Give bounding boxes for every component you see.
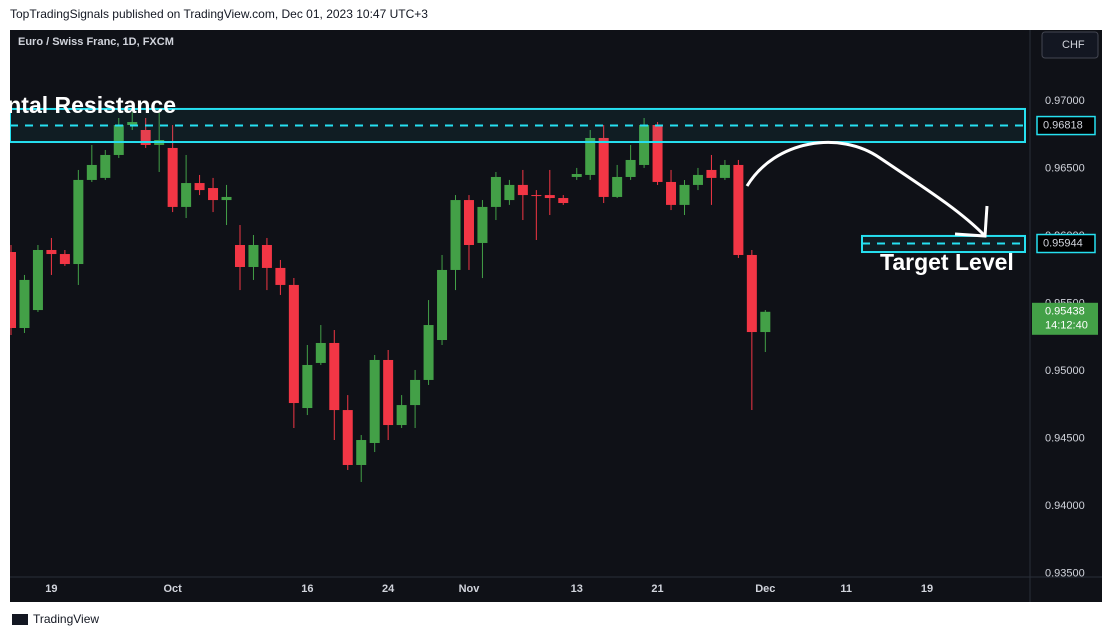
y-tick-label: 0.94000 [1045, 500, 1085, 512]
candle-body [437, 269, 448, 341]
candle-body [558, 198, 569, 204]
candle-body [73, 179, 84, 265]
candle-body [10, 252, 16, 328]
candle-body [86, 164, 97, 180]
candle-body [477, 206, 488, 243]
candle-body [423, 325, 434, 380]
candle-body [639, 125, 650, 165]
y-tick-label: 0.95000 [1045, 365, 1085, 377]
x-tick-label: 19 [921, 583, 933, 595]
last-price-box [1032, 302, 1098, 335]
symbol-title: Euro / Swiss Franc, 1D, FXCM [18, 36, 174, 48]
candle-body [342, 410, 353, 465]
candle-body [19, 279, 30, 328]
candle-body [100, 154, 111, 178]
zone-label: Horizontal Resistance [0, 92, 176, 118]
x-tick-label: 21 [651, 583, 663, 595]
candle-body [612, 176, 623, 197]
candle-body [692, 174, 703, 185]
candle-body [288, 284, 299, 404]
bar-countdown: 14:12:40 [1045, 320, 1088, 332]
candle-body [46, 249, 57, 255]
brand-name: TradingView [33, 612, 99, 626]
candle-body [302, 364, 313, 409]
candle-body [463, 200, 474, 245]
candle-body [679, 184, 690, 205]
time-axis: 19 Oct 16 24 Nov 13 21 Dec 11 19 [45, 583, 933, 595]
candle-body [733, 164, 744, 255]
candle-body [32, 249, 43, 311]
candle-body [410, 379, 421, 406]
candle-body [208, 188, 219, 201]
candle-body [221, 196, 232, 201]
zone-price-label: 0.96818 [1043, 119, 1083, 131]
candle-body [531, 195, 542, 197]
zone-label: Target Level [880, 249, 1014, 275]
arrow-head [954, 205, 989, 238]
x-tick-label: 13 [571, 583, 583, 595]
candle-body [719, 164, 730, 178]
candle-body [140, 130, 151, 145]
zone-price-box [1036, 115, 1096, 136]
candle-body [760, 311, 771, 333]
candle-body [517, 184, 528, 196]
currency-label[interactable]: CHF [1062, 39, 1085, 51]
candle-body [585, 137, 596, 175]
candle-body [181, 183, 192, 207]
x-tick-label: Nov [459, 583, 481, 595]
candle-body [490, 176, 501, 207]
candle-body [396, 405, 407, 426]
candle-body [275, 267, 286, 285]
candle-body [234, 244, 245, 267]
x-tick-label: 24 [382, 583, 395, 595]
candle-body [167, 147, 178, 207]
candle-body [356, 440, 367, 465]
plot: Horizontal Resistance Target Level [0, 92, 1026, 482]
candle-body [127, 122, 138, 126]
candle-body [315, 342, 326, 363]
candle-body [369, 359, 380, 443]
candle-body [113, 125, 124, 155]
candle-body [383, 359, 394, 426]
y-tick-label: 0.94500 [1045, 432, 1085, 444]
x-tick-label: Dec [755, 583, 775, 595]
price-axis: 0.935000.940000.945000.950000.955000.960… [1032, 95, 1098, 579]
zone-price-box [1036, 233, 1096, 254]
candle-body [598, 137, 609, 197]
candle-body [652, 125, 663, 182]
candle-body [194, 183, 205, 191]
candle-body [59, 254, 70, 265]
candle-body [261, 244, 272, 268]
y-tick-label: 0.97000 [1045, 95, 1085, 107]
candle-body [746, 254, 757, 333]
x-tick-label: 16 [301, 583, 313, 595]
x-tick-label: Oct [163, 583, 182, 595]
candle-body [706, 169, 717, 178]
x-tick-label: 11 [840, 583, 852, 595]
candle-body [571, 174, 582, 177]
y-tick-label: 0.93500 [1045, 567, 1085, 579]
projection-arrow [745, 140, 987, 238]
zone-price-label: 0.95944 [1043, 237, 1083, 249]
publish-note: TopTradingSignals published on TradingVi… [10, 7, 428, 21]
candle-body [544, 195, 555, 199]
candle-body [248, 244, 259, 267]
candle-body [666, 181, 677, 205]
y-tick-label: 0.96500 [1045, 162, 1085, 174]
candle-body [504, 184, 515, 201]
currency-button[interactable] [1041, 31, 1099, 59]
candle-body [450, 200, 461, 270]
candle-body [329, 342, 340, 411]
x-tick-label: 19 [45, 583, 57, 595]
brand-logo [12, 614, 28, 625]
last-price-label: 0.95438 [1045, 306, 1085, 318]
candle-body [625, 159, 636, 177]
